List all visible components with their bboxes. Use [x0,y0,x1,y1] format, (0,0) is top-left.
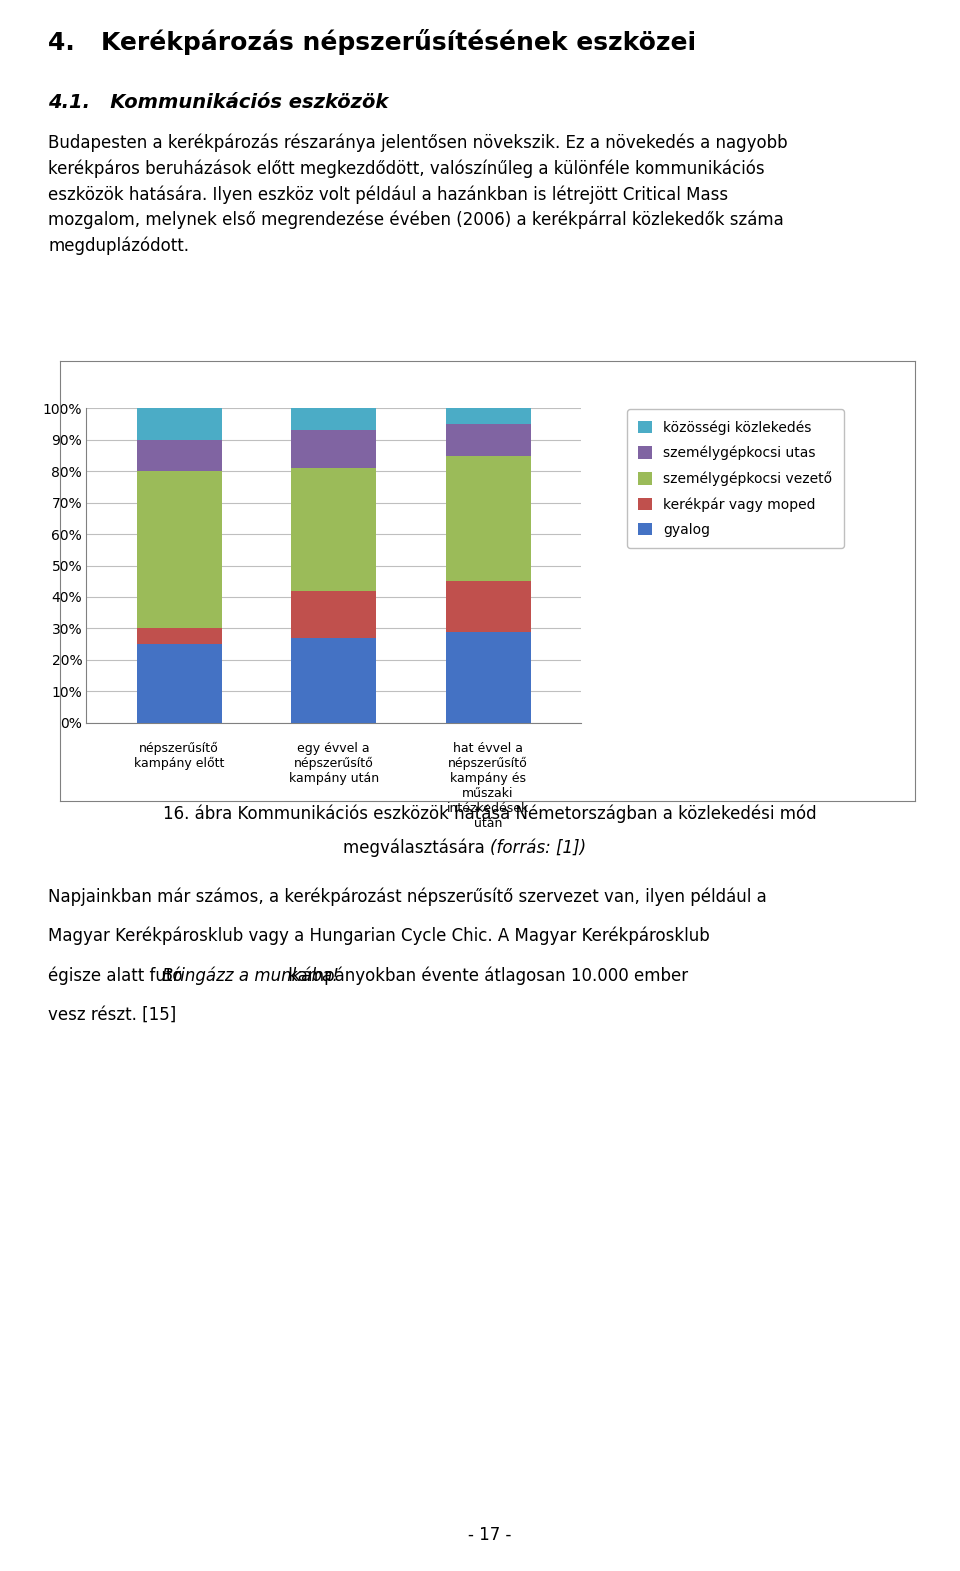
Bar [136,644,222,723]
Bar [136,628,222,644]
Bar [445,408,531,424]
Bar [136,471,222,628]
Text: népszerűsítő
kampány előtt: népszerűsítő kampány előtt [133,742,225,770]
Bar [445,632,531,723]
Text: (forrás: [1]): (forrás: [1]) [490,839,586,856]
Bar [445,581,531,632]
Text: 4.1.   Kommunikációs eszközök: 4.1. Kommunikációs eszközök [48,93,389,112]
Bar [291,408,376,430]
Bar [291,468,376,591]
Text: hat évvel a
népszerűsítő
kampány és
műszaki
intézkedések
után: hat évvel a népszerűsítő kampány és műsz… [447,742,529,829]
Bar [136,408,222,440]
Legend: közösségi közlekedés, személygépkocsi utas, személygépkocsi vezető, kerékpár vag: közösségi közlekedés, személygépkocsi ut… [627,408,844,548]
Text: vesz részt. [15]: vesz részt. [15] [48,1005,177,1023]
Text: - 17 -: - 17 - [468,1525,512,1544]
Text: egy évvel a
népszerűsítő
kampány után: egy évvel a népszerűsítő kampány után [289,742,378,784]
Text: égisze alatt futó: égisze alatt futó [48,966,188,985]
Bar [445,424,531,456]
Bar [445,456,531,581]
Text: Napjainkban már számos, a kerékpározást népszerűsítő szervezet van, ilyen példáu: Napjainkban már számos, a kerékpározást … [48,888,767,906]
Text: kampányokban évente átlagosan 10.000 ember: kampányokban évente átlagosan 10.000 emb… [283,966,688,985]
Text: Magyar Kerékpárosklub vagy a Hungarian Cycle Chic. A Magyar Kerékpárosklub: Magyar Kerékpárosklub vagy a Hungarian C… [48,927,709,946]
Text: Bringázz a munkába!: Bringázz a munkába! [162,966,339,985]
Text: 4.   Kerékpározás népszerűsítésének eszközei: 4. Kerékpározás népszerűsítésének eszköz… [48,30,696,55]
Bar [291,430,376,468]
Bar [291,591,376,638]
Bar [291,638,376,723]
Text: megválasztására: megválasztására [343,839,490,858]
Text: 16. ábra Kommunikációs eszközök hatása Németországban a közlekedési mód: 16. ábra Kommunikációs eszközök hatása N… [163,804,816,823]
Bar [136,440,222,471]
Text: Budapesten a kerékpározás részaránya jelentősen növekszik. Ez a növekedés a nagy: Budapesten a kerékpározás részaránya jel… [48,134,787,255]
